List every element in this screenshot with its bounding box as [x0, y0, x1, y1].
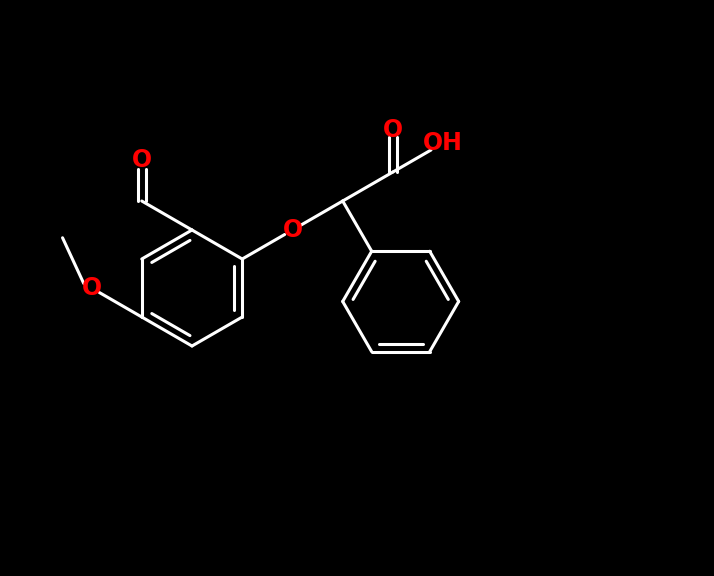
Text: O: O [283, 218, 303, 242]
Text: O: O [131, 149, 152, 172]
Text: O: O [81, 276, 101, 300]
Text: OH: OH [423, 131, 463, 155]
Text: O: O [383, 118, 403, 142]
